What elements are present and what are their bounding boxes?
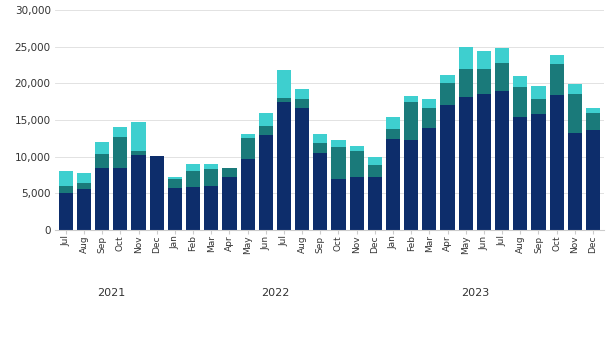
Bar (404, 102, 418, 140)
Bar (513, 117, 528, 230)
Bar (204, 164, 218, 169)
Bar (477, 69, 491, 94)
Bar (477, 94, 491, 230)
Bar (350, 146, 364, 151)
Bar (404, 96, 418, 102)
Bar (313, 143, 328, 153)
Bar (586, 107, 600, 113)
Bar (186, 187, 200, 230)
Bar (222, 168, 237, 177)
Bar (477, 51, 491, 69)
Bar (440, 83, 454, 105)
Bar (350, 177, 364, 230)
Bar (513, 76, 528, 87)
Bar (586, 113, 600, 129)
Bar (331, 178, 346, 230)
Bar (131, 151, 146, 155)
Bar (368, 156, 382, 165)
Bar (531, 99, 545, 114)
Bar (313, 134, 328, 143)
Bar (331, 140, 346, 147)
Bar (568, 94, 582, 133)
Bar (168, 179, 182, 188)
Bar (168, 188, 182, 230)
Bar (77, 183, 91, 189)
Bar (295, 107, 309, 230)
Bar (186, 164, 200, 171)
Bar (459, 97, 473, 230)
Bar (586, 129, 600, 230)
Bar (331, 147, 346, 178)
Bar (386, 139, 400, 230)
Bar (240, 138, 255, 159)
Bar (531, 86, 545, 99)
Bar (149, 156, 164, 230)
Bar (550, 55, 564, 64)
Bar (350, 151, 364, 177)
Bar (259, 135, 273, 230)
Bar (277, 70, 291, 98)
Bar (513, 87, 528, 117)
Bar (368, 177, 382, 230)
Bar (495, 91, 509, 230)
Bar (295, 89, 309, 99)
Bar (113, 137, 127, 168)
Bar (459, 69, 473, 97)
Bar (277, 102, 291, 230)
Bar (77, 189, 91, 230)
Bar (77, 173, 91, 183)
Bar (113, 127, 127, 137)
Bar (113, 168, 127, 230)
Bar (59, 186, 73, 193)
Bar (295, 99, 309, 107)
Bar (131, 122, 146, 151)
Bar (131, 155, 146, 230)
Text: 2021: 2021 (97, 288, 126, 298)
Bar (240, 134, 255, 138)
Bar (186, 171, 200, 187)
Bar (168, 177, 182, 179)
Bar (59, 193, 73, 230)
Bar (422, 99, 437, 108)
Bar (259, 126, 273, 135)
Text: 2023: 2023 (461, 288, 489, 298)
Bar (459, 47, 473, 69)
Bar (95, 142, 109, 154)
Bar (95, 168, 109, 230)
Bar (440, 105, 454, 230)
Bar (95, 154, 109, 168)
Bar (204, 186, 218, 230)
Bar (240, 159, 255, 230)
Bar (422, 108, 437, 128)
Bar (59, 171, 73, 186)
Bar (550, 64, 564, 95)
Bar (222, 177, 237, 230)
Bar (204, 169, 218, 186)
Text: 2022: 2022 (260, 288, 289, 298)
Bar (440, 75, 454, 83)
Bar (277, 98, 291, 102)
Bar (568, 133, 582, 230)
Bar (495, 48, 509, 63)
Bar (531, 114, 545, 230)
Bar (495, 63, 509, 91)
Bar (386, 117, 400, 129)
Bar (568, 84, 582, 94)
Bar (422, 128, 437, 230)
Bar (386, 129, 400, 139)
Bar (404, 140, 418, 230)
Bar (313, 153, 328, 230)
Bar (368, 165, 382, 177)
Bar (259, 113, 273, 126)
Bar (550, 95, 564, 230)
